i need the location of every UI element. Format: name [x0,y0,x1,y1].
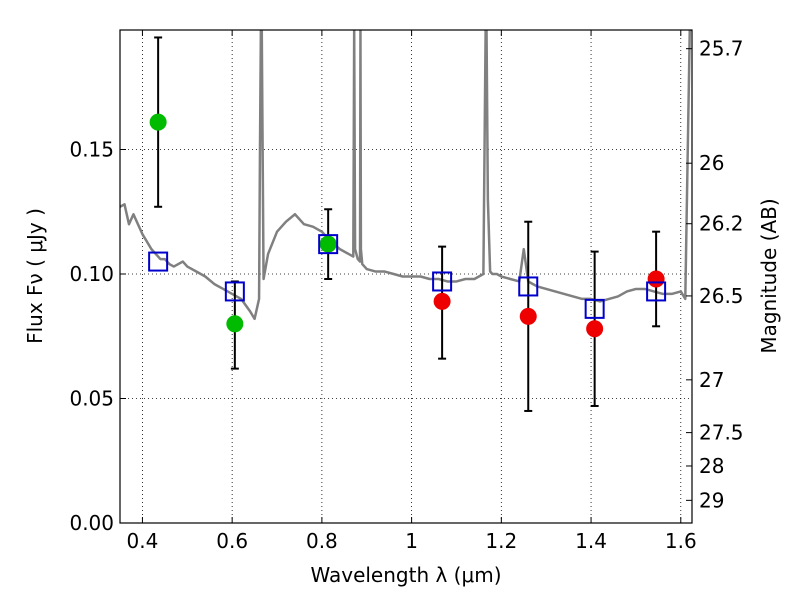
model-point [518,276,539,297]
photometry-point [433,292,451,310]
x-tick-label: 0.4 [127,529,159,553]
photometry-point [519,307,537,325]
plot-frame [119,29,693,524]
y-tick-label: 0.00 [69,511,114,535]
model-point [224,281,245,302]
grid [120,30,692,523]
y-axis-label: Flux Fν ( μJy ) [23,208,47,344]
x-axis-label: Wavelength λ (μm) [310,563,501,587]
y2-tick-label: 29 [699,488,724,512]
x-tick-label: 1.6 [665,529,697,553]
y2-tick-label: 26.5 [699,284,744,308]
x-tick-label: 0.8 [306,529,338,553]
photometry-point [226,315,244,333]
x-tick-label: 1.4 [575,529,607,553]
y2-axis-label: Magnitude (AB) [757,198,781,353]
model-point [148,251,169,272]
y2-tick-label: 28 [699,454,724,478]
photometry-point [586,320,604,338]
photometry-point [149,113,167,131]
model-point [318,234,339,255]
y2-tick-label: 25.7 [699,37,744,61]
y-tick-label: 0.10 [69,262,114,286]
model-point [584,298,605,319]
y2-tick-label: 26.2 [699,212,744,236]
y2-tick-label: 27 [699,368,724,392]
y2-tick-label: 27.5 [699,421,744,445]
y-tick-label: 0.15 [69,138,114,162]
axes: 0.4 0.6 0.8 1 1.2 1.4 1.6 0.00 0.05 0.10 0.15 25.7 2… [69,30,744,553]
photometry-point [319,235,337,253]
model-point [646,281,667,302]
y-tick-label: 0.05 [69,387,114,411]
y2-tick-label: 26 [699,151,724,175]
x-tick-label: 1 [405,529,418,553]
x-tick-label: 1.2 [485,529,517,553]
plot-area [120,30,692,412]
x-tick-label: 0.6 [216,529,248,553]
model-point [432,271,453,292]
photometry-point [647,270,665,288]
model-spectrum-line [120,30,692,321]
